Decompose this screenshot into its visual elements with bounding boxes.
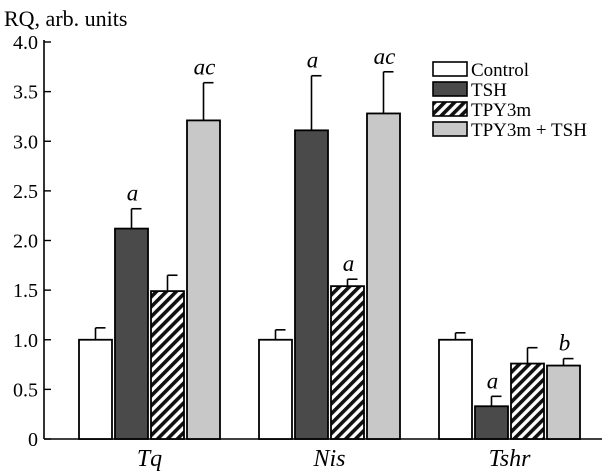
y-tick-label: 0.5: [13, 379, 38, 401]
bar-tq-1: [114, 227, 149, 440]
legend-label-3: TPY3m + TSH: [471, 120, 587, 141]
bar-nis-3: [366, 112, 401, 440]
axes: 0 0.5 1.0 1.5 2.0 2.5 3.0 3.5 4.0 Tq Nis Tshr: [13, 32, 602, 472]
category-label-nis: Nis: [312, 446, 345, 472]
y-tick-label: 3.0: [13, 131, 38, 153]
bar-tq-2: [150, 290, 185, 440]
bar-nis-0: [258, 338, 293, 440]
y-tick-label: 0: [28, 429, 38, 451]
legend-swatch-0: [432, 61, 468, 77]
y-tick-label: 3.5: [13, 82, 38, 104]
bar-tq-3: [186, 119, 221, 440]
y-axis-label: RQ, arb. units: [4, 6, 127, 31]
significance-label: ac: [194, 55, 216, 80]
legend-swatch-2: [432, 101, 468, 117]
bar-nis-2: [330, 285, 365, 440]
bar-tq-0: [78, 338, 113, 440]
y-tick-label: 4.0: [13, 32, 38, 54]
significance-label: ac: [374, 44, 396, 69]
significance-label: b: [559, 331, 571, 356]
legend-label-1: TSH: [471, 80, 507, 101]
significance-label: a: [127, 181, 139, 206]
bar-tshr-2: [510, 362, 545, 440]
y-tick-label: 1.5: [13, 280, 38, 302]
legend-swatch-1: [432, 81, 468, 97]
category-label-tshr: Tshr: [489, 446, 531, 472]
legend-label-2: TPY3m: [471, 100, 531, 121]
bar-nis-1: [294, 129, 329, 440]
bar-tshr-0: [438, 338, 473, 440]
significance-label: a: [343, 251, 355, 276]
legend-swatch-3: [432, 121, 468, 137]
bar-tshr-3: [546, 364, 581, 440]
significance-label: a: [307, 48, 319, 73]
y-tick-label: 2.5: [13, 181, 38, 203]
significance-label: a: [487, 368, 499, 393]
category-label-tq: Tq: [137, 446, 162, 472]
bar-tshr-1: [474, 405, 509, 440]
legend-label-0: Control: [471, 60, 529, 81]
y-tick-label: 2.0: [13, 231, 38, 253]
bars-group: a ac a a ac a b: [78, 44, 581, 440]
y-tick-label: 1.0: [13, 330, 38, 352]
